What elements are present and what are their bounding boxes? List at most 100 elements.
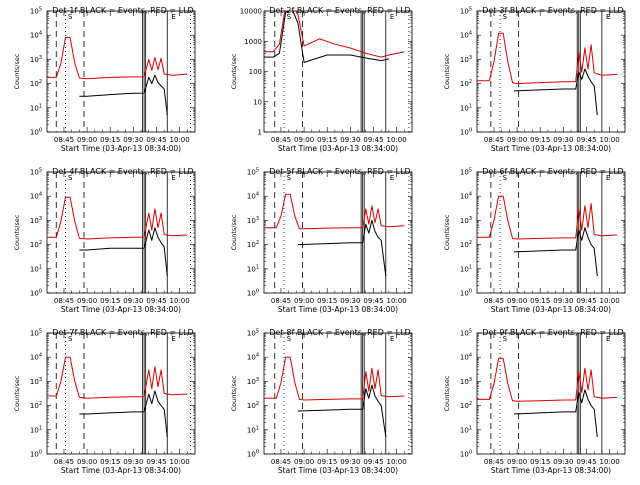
series-group <box>264 356 405 438</box>
series-group <box>264 11 405 63</box>
series-group <box>47 37 188 116</box>
y-tick-label: 101 <box>460 425 472 434</box>
chart-panel-3: Det-3f BLACK = Events, RED = LLD 100 101 10… <box>443 6 626 153</box>
x-tick-label: 08:45 <box>271 458 291 466</box>
x-tick-label: 08:45 <box>54 297 74 305</box>
x-tick-label: 10:00 <box>599 136 619 144</box>
y-tick-label: 102 <box>247 240 259 249</box>
x-tick-label: 08:45 <box>54 458 74 466</box>
x-tick-label: 09:15 <box>317 297 337 305</box>
plot-frame <box>46 10 196 133</box>
x-tick-label: 09:45 <box>576 136 596 144</box>
y-tick-label: 103 <box>460 55 472 64</box>
chart-title: Det-2f BLACK = Events, RED = LLD <box>269 6 410 15</box>
y-tick-label: 104 <box>30 31 42 40</box>
x-tick-label: 09:15 <box>530 136 550 144</box>
series-group <box>477 32 618 116</box>
plot-frame <box>263 332 413 455</box>
y-tick-label: 102 <box>30 240 42 249</box>
y-tick-label: 105 <box>30 7 42 16</box>
annotation-start: S <box>68 13 73 21</box>
y-tick-label: 10 <box>253 98 262 106</box>
x-tick-label: 09:15 <box>100 458 120 466</box>
annotation-start: S <box>68 335 73 343</box>
series-line-lld <box>477 357 618 402</box>
y-tick-label: 100 <box>247 450 259 459</box>
x-tick-label: 09:30 <box>340 297 360 305</box>
annotation-end: E <box>606 13 610 21</box>
y-tick-label: 103 <box>247 216 259 225</box>
y-tick-label: 100 <box>247 289 259 298</box>
y-tick-label: 101 <box>30 425 42 434</box>
x-axis-title: Start Time (03-Apr-13 08:34:00) <box>61 466 181 475</box>
y-tick-label: 105 <box>30 168 42 177</box>
chart-title: Det-6f BLACK = Events, RED = LLD <box>482 167 623 176</box>
x-tick-label: 09:30 <box>123 297 143 305</box>
annotation-start: S <box>68 174 73 182</box>
plot-frame <box>46 171 196 294</box>
series-line-lld <box>47 196 188 240</box>
series-group <box>47 356 188 438</box>
y-tick-label: 1000 <box>244 38 262 46</box>
plot-frame <box>263 10 413 133</box>
y-axis-title: Counts/sec <box>443 53 451 89</box>
x-axis-title: Start Time (03-Apr-13 08:34:00) <box>61 144 181 153</box>
plot-frame <box>476 171 626 294</box>
annotation-start: S <box>287 335 292 343</box>
y-tick-label: 100 <box>460 128 472 137</box>
y-tick-label: 104 <box>30 192 42 201</box>
y-axis-title: Counts/sec <box>230 375 238 411</box>
y-axis-title: Counts/sec <box>443 375 451 411</box>
annotation-end: E <box>171 335 175 343</box>
x-tick-label: 09:00 <box>294 297 314 305</box>
chart-title: Det-4f BLACK = Events, RED = LLD <box>52 167 193 176</box>
series-line-lld <box>477 195 618 240</box>
y-tick-label: 100 <box>249 68 262 76</box>
x-tick-label: 09:30 <box>123 458 143 466</box>
y-axis-title: Counts/sec <box>13 53 21 89</box>
marker-lines <box>274 11 410 132</box>
y-tick-label: 104 <box>460 31 472 40</box>
marker-lines <box>274 172 410 293</box>
marker-lines <box>274 333 410 454</box>
y-tick-label: 104 <box>30 353 42 362</box>
x-axis-title: Start Time (03-Apr-13 08:34:00) <box>491 305 611 314</box>
plot-frame <box>263 171 413 294</box>
x-tick-label: 09:15 <box>530 297 550 305</box>
y-tick-label: 1 <box>258 129 262 137</box>
x-tick-label: 09:00 <box>507 136 527 144</box>
chart-title: Det-7f BLACK = Events, RED = LLD <box>52 328 193 337</box>
annotation-start: S <box>503 335 508 343</box>
x-tick-label: 09:15 <box>317 136 337 144</box>
chart-title: Det-9f BLACK = Events, RED = LLD <box>482 328 623 337</box>
x-tick-label: 09:15 <box>317 458 337 466</box>
chart-panel-2: Det-2f BLACK = Events, RED = LLD 1 10 100 10… <box>230 6 413 153</box>
series-line-lld <box>47 356 188 399</box>
x-axis-title: Start Time (03-Apr-13 08:34:00) <box>491 466 611 475</box>
series-line-events <box>513 68 598 116</box>
y-tick-label: 100 <box>30 289 42 298</box>
x-tick-label: 10:00 <box>386 458 406 466</box>
x-tick-label: 09:00 <box>507 458 527 466</box>
series-group <box>477 195 618 277</box>
annotation-end: E <box>390 13 394 21</box>
y-tick-label: 100 <box>460 289 472 298</box>
series-line-events <box>79 390 168 438</box>
series-line-lld <box>264 193 405 230</box>
x-tick-label: 10:00 <box>169 458 189 466</box>
annotation-end: E <box>606 174 610 182</box>
y-tick-label: 104 <box>247 192 259 201</box>
x-tick-label: 08:45 <box>54 136 74 144</box>
y-tick-label: 103 <box>247 377 259 386</box>
annotation-start: S <box>503 174 508 182</box>
y-tick-label: 105 <box>247 168 259 177</box>
annotation-end: E <box>171 13 175 21</box>
annotation-start: S <box>287 174 292 182</box>
y-tick-label: 103 <box>30 377 42 386</box>
marker-lines <box>55 333 191 454</box>
chart-panel-5: Det-5f BLACK = Events, RED = LLD 100 101 10… <box>230 167 413 314</box>
series-line-lld <box>47 37 188 80</box>
x-axis-title: Start Time (03-Apr-13 08:34:00) <box>491 144 611 153</box>
y-tick-label: 104 <box>460 192 472 201</box>
